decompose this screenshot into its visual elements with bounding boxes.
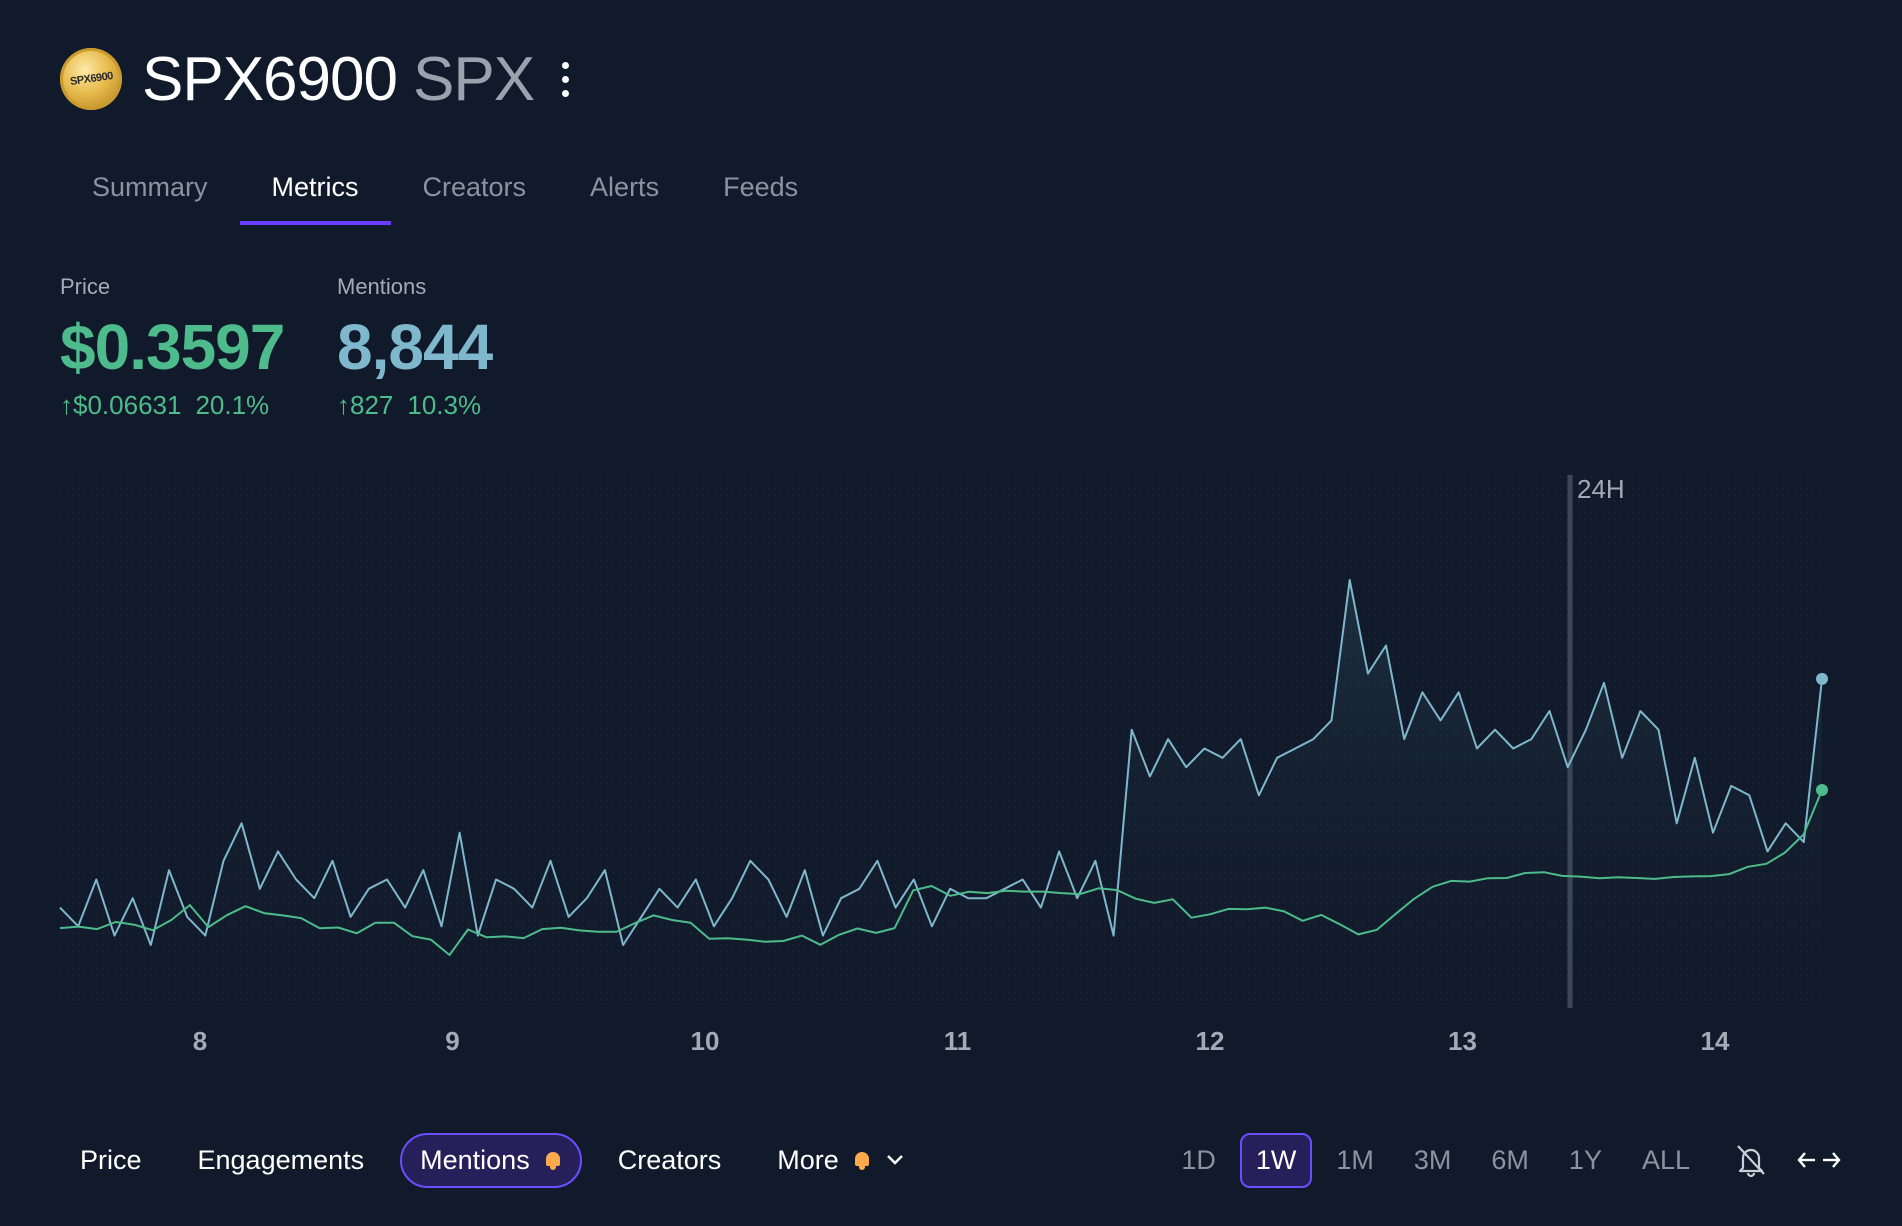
range-6m[interactable]: 6M	[1491, 1144, 1529, 1175]
asset-logo: SPX6900	[60, 48, 122, 110]
metric-tab-engagements[interactable]: Engagements	[178, 1133, 385, 1188]
mentions-series-endpoint	[1816, 672, 1828, 685]
x-axis-ticks: 8 9 10 11 12 13 14	[193, 1026, 1730, 1056]
time-range-selector: 1D 1W 1M 3M 6M 1Y ALL	[1157, 1132, 1842, 1188]
range-all[interactable]: ALL	[1641, 1144, 1690, 1175]
metric-tab-label: Mentions	[420, 1144, 530, 1175]
mentions-change-percent: 10.3%	[407, 390, 482, 420]
x-tick-label: 8	[193, 1026, 207, 1056]
x-tick-label: 13	[1448, 1026, 1477, 1056]
mentions-delta: ↑827 10.3%	[337, 390, 495, 421]
bell-off-icon[interactable]	[1734, 1142, 1768, 1178]
price-label: Price	[60, 274, 111, 299]
price-series-endpoint	[1816, 784, 1828, 796]
24h-marker-label: 24H	[1577, 474, 1625, 504]
tab-metrics[interactable]: Metrics	[239, 160, 391, 225]
price-metric: Price $0.3597 ↑$0.06631 20.1%	[60, 274, 285, 421]
price-value: $0.3597	[60, 311, 285, 383]
range-1w[interactable]: 1W	[1239, 1132, 1313, 1188]
x-tick-label: 9	[445, 1026, 459, 1056]
mentions-value: 8,844	[337, 311, 493, 383]
metric-tab-mentions[interactable]: Mentions	[400, 1132, 582, 1188]
metric-tab-label: Creators	[617, 1144, 722, 1175]
tab-creators[interactable]: Creators	[422, 172, 527, 202]
mentions-label: Mentions	[337, 274, 427, 299]
mentions-series-line	[59, 579, 1823, 946]
asset-symbol: SPX	[413, 44, 535, 114]
expand-arrows-icon[interactable]	[1796, 1149, 1842, 1171]
mentions-area-fill	[60, 580, 1822, 1010]
price-change: ↑$0.06631	[60, 390, 182, 420]
x-tick-label: 10	[691, 1026, 720, 1056]
metric-tab-label: More	[777, 1144, 839, 1175]
chart-svg[interactable]: 24H 8 9 10 11 12 13 14	[0, 470, 1902, 1070]
x-tick-label: 14	[1701, 1026, 1730, 1056]
mentions-change: ↑827	[337, 390, 394, 420]
bell-icon	[544, 1150, 562, 1170]
bell-icon	[853, 1150, 871, 1170]
range-1d[interactable]: 1D	[1181, 1144, 1216, 1175]
bottom-toolbar: Price Engagements Mentions Creators More…	[60, 1130, 1842, 1190]
metric-tab-label: Engagements	[197, 1144, 365, 1175]
range-1y[interactable]: 1Y	[1568, 1144, 1602, 1175]
x-tick-label: 12	[1196, 1026, 1225, 1056]
metric-tab-price[interactable]: Price	[60, 1133, 162, 1188]
price-change-percent: 20.1%	[195, 390, 270, 420]
logo-text: SPX6900	[68, 70, 114, 88]
chevron-down-icon	[886, 1155, 903, 1165]
tab-summary[interactable]: Summary	[92, 172, 208, 202]
asset-header: SPX6900 SPX6900 SPX	[60, 44, 570, 114]
asset-title: SPX6900	[142, 44, 398, 114]
tab-alerts[interactable]: Alerts	[590, 172, 660, 202]
metric-tab-more[interactable]: More	[757, 1133, 925, 1188]
tab-bar: Summary Metrics Creators Alerts Feeds	[60, 160, 830, 225]
price-delta: ↑$0.06631 20.1%	[60, 390, 284, 421]
metric-tab-creators[interactable]: Creators	[598, 1133, 742, 1188]
mentions-metric: Mentions 8,844 ↑827 10.3%	[337, 274, 495, 421]
price-series-line	[59, 789, 1823, 956]
more-options-icon[interactable]	[562, 61, 570, 97]
metric-tab-label: Price	[80, 1144, 142, 1175]
range-1m[interactable]: 1M	[1336, 1144, 1374, 1175]
tab-feeds[interactable]: Feeds	[723, 172, 799, 202]
x-tick-label: 11	[944, 1026, 972, 1056]
range-3m[interactable]: 3M	[1413, 1144, 1452, 1175]
metrics-chart[interactable]: 24H 8 9 10 11 12 13 14	[0, 470, 1902, 1070]
